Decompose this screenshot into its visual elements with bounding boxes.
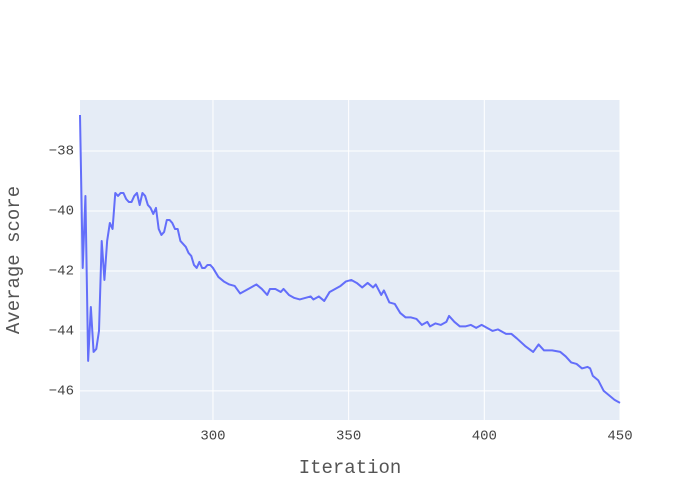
x-axis-title: Iteration <box>299 457 402 479</box>
y-axis-title: Average score <box>3 186 25 334</box>
data-line <box>79 114 621 404</box>
y-tick-label: −44 <box>49 324 74 340</box>
y-tick-label: −40 <box>49 204 74 220</box>
x-tick-label: 350 <box>336 429 361 445</box>
x-tick-label: 300 <box>200 429 225 445</box>
x-tick-label: 400 <box>472 429 497 445</box>
x-tick-label: 450 <box>607 429 632 445</box>
plot-area <box>80 100 620 420</box>
y-tick-label: −46 <box>49 384 74 400</box>
y-tick-label: −42 <box>49 264 74 280</box>
y-tick-label: −38 <box>49 144 74 160</box>
